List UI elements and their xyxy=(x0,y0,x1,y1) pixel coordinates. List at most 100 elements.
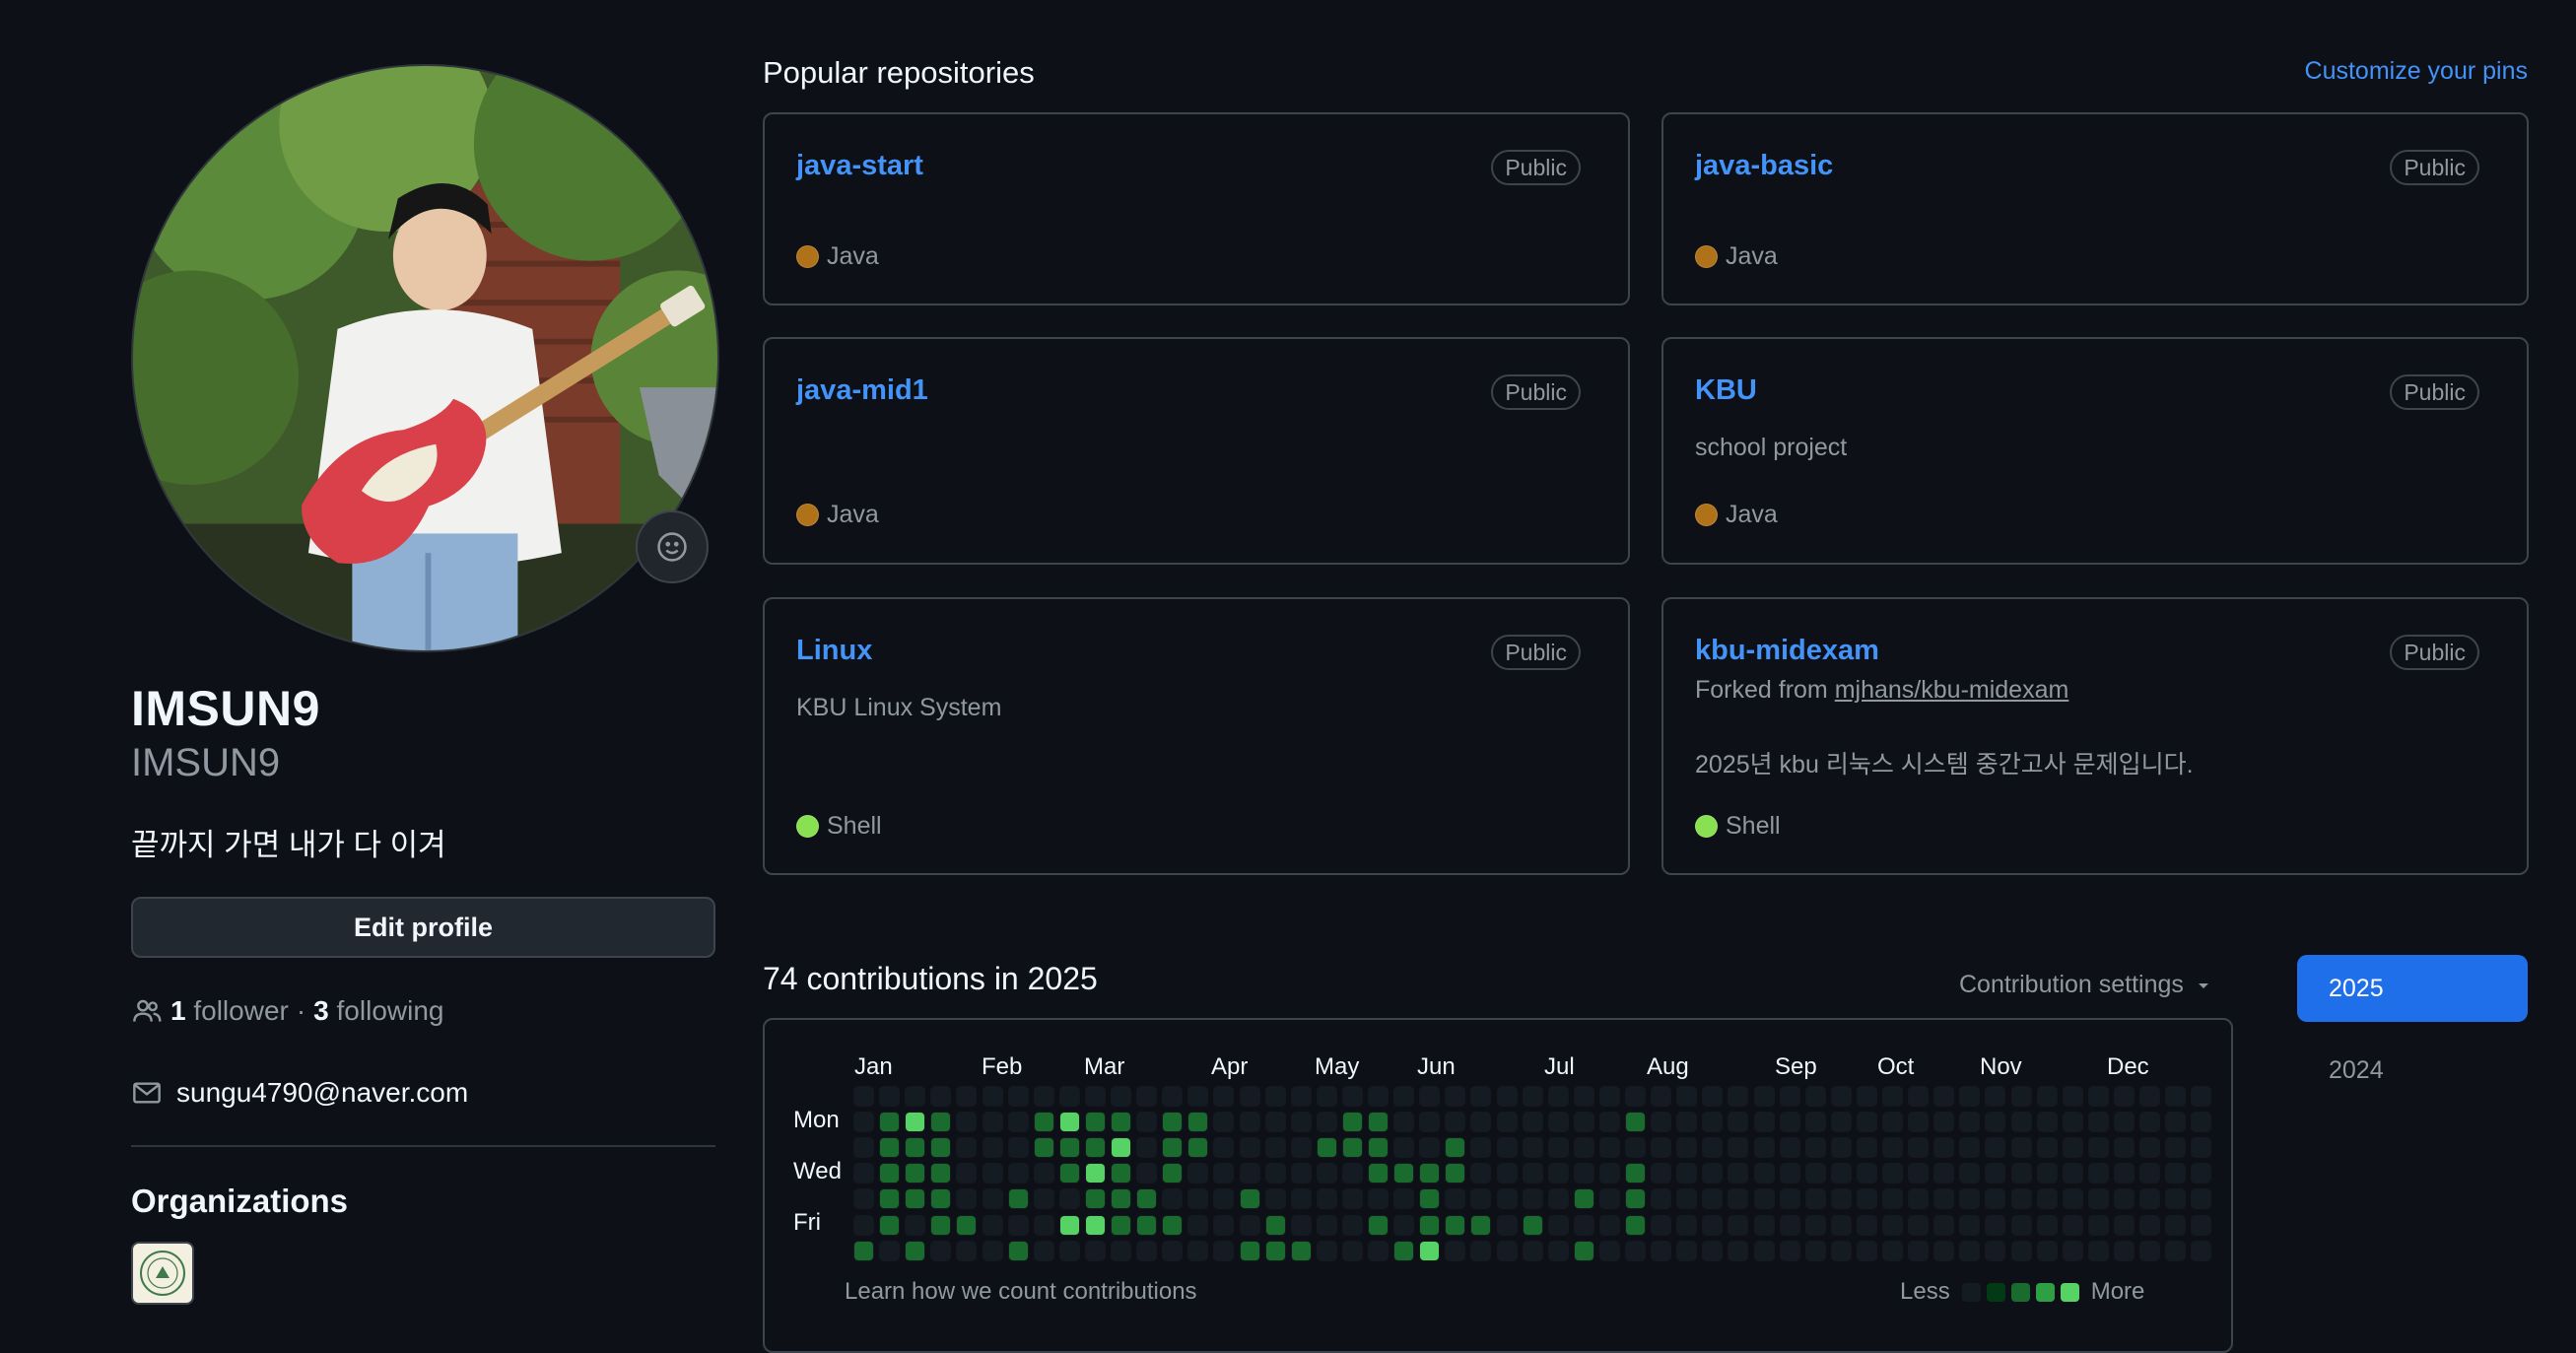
contribution-day[interactable] xyxy=(1522,1112,1543,1133)
contribution-day[interactable] xyxy=(930,1214,952,1236)
contribution-day[interactable] xyxy=(1419,1188,1441,1210)
contribution-day[interactable] xyxy=(879,1163,901,1184)
contribution-day[interactable] xyxy=(1187,1163,1209,1184)
contribution-day[interactable] xyxy=(1882,1086,1903,1107)
contribution-day[interactable] xyxy=(1933,1137,1955,1159)
contribution-day[interactable] xyxy=(1728,1112,1749,1133)
contribution-day[interactable] xyxy=(1162,1188,1184,1210)
contribution-day[interactable] xyxy=(905,1086,926,1107)
contribution-day[interactable] xyxy=(1162,1086,1184,1107)
contribution-day[interactable] xyxy=(1882,1112,1903,1133)
contribution-day[interactable] xyxy=(1111,1137,1131,1159)
contribution-day[interactable] xyxy=(2087,1188,2109,1210)
contribution-day[interactable] xyxy=(1830,1214,1852,1236)
contribution-day[interactable] xyxy=(1341,1214,1363,1236)
contribution-day[interactable] xyxy=(2113,1214,2135,1236)
contribution-day[interactable] xyxy=(1393,1137,1415,1159)
contribution-day[interactable] xyxy=(1341,1137,1363,1159)
contribution-day[interactable] xyxy=(1368,1188,1389,1210)
contribution-day[interactable] xyxy=(2010,1188,2032,1210)
contribution-day[interactable] xyxy=(1598,1240,1620,1261)
contribution-day[interactable] xyxy=(1804,1214,1826,1236)
contribution-day[interactable] xyxy=(1007,1137,1029,1159)
contribution-day[interactable] xyxy=(1676,1137,1698,1159)
year-2025-button[interactable]: 2025 xyxy=(2297,955,2528,1022)
contribution-day[interactable] xyxy=(905,1188,926,1210)
contribution-day[interactable] xyxy=(1882,1240,1903,1261)
contribution-day[interactable] xyxy=(1702,1137,1724,1159)
contribution-day[interactable] xyxy=(1779,1214,1800,1236)
contribution-day[interactable] xyxy=(1007,1214,1029,1236)
contribution-day[interactable] xyxy=(1187,1188,1209,1210)
contribution-day[interactable] xyxy=(1573,1112,1594,1133)
contribution-day[interactable] xyxy=(853,1112,874,1133)
contribution-day[interactable] xyxy=(1856,1163,1877,1184)
contribution-day[interactable] xyxy=(1419,1112,1441,1133)
contribution-day[interactable] xyxy=(1445,1112,1466,1133)
contribution-day[interactable] xyxy=(1290,1163,1312,1184)
contribution-day[interactable] xyxy=(1522,1163,1543,1184)
contribution-day[interactable] xyxy=(1368,1163,1389,1184)
contribution-day[interactable] xyxy=(1496,1163,1518,1184)
contribution-day[interactable] xyxy=(1136,1137,1158,1159)
contribution-day[interactable] xyxy=(2113,1163,2135,1184)
learn-contributions-link[interactable]: Learn how we count contributions xyxy=(845,1278,1197,1305)
profile-email[interactable]: sungu4790@naver.com xyxy=(176,1077,469,1108)
contribution-day[interactable] xyxy=(1264,1086,1286,1107)
contribution-day[interactable] xyxy=(1753,1214,1775,1236)
contribution-day[interactable] xyxy=(2165,1163,2187,1184)
contribution-day[interactable] xyxy=(1470,1112,1492,1133)
contribution-day[interactable] xyxy=(1547,1240,1569,1261)
contribution-day[interactable] xyxy=(1213,1214,1235,1236)
contribution-day[interactable] xyxy=(1702,1240,1724,1261)
contribution-day[interactable] xyxy=(1239,1137,1260,1159)
contribution-day[interactable] xyxy=(982,1163,1003,1184)
contribution-day[interactable] xyxy=(930,1163,952,1184)
contribution-day[interactable] xyxy=(1213,1240,1235,1261)
contribution-day[interactable] xyxy=(2010,1112,2032,1133)
contribution-day[interactable] xyxy=(853,1240,874,1261)
contribution-day[interactable] xyxy=(1445,1240,1466,1261)
contribution-day[interactable] xyxy=(982,1214,1003,1236)
contribution-day[interactable] xyxy=(1136,1086,1158,1107)
contribution-day[interactable] xyxy=(1290,1086,1312,1107)
contribution-day[interactable] xyxy=(1625,1086,1646,1107)
contribution-day[interactable] xyxy=(853,1137,874,1159)
contribution-day[interactable] xyxy=(1470,1137,1492,1159)
contribution-day[interactable] xyxy=(1393,1188,1415,1210)
contribution-day[interactable] xyxy=(2010,1086,2032,1107)
contribution-day[interactable] xyxy=(1264,1188,1286,1210)
followers-link[interactable]: 1 follower xyxy=(170,995,289,1027)
fork-source-link[interactable]: mjhans/kbu-midexam xyxy=(1834,676,2069,704)
contribution-day[interactable] xyxy=(1728,1214,1749,1236)
contribution-day[interactable] xyxy=(879,1214,901,1236)
contribution-day[interactable] xyxy=(930,1112,952,1133)
contribution-day[interactable] xyxy=(2010,1137,2032,1159)
contribution-day[interactable] xyxy=(2062,1214,2083,1236)
contribution-day[interactable] xyxy=(2062,1112,2083,1133)
contribution-day[interactable] xyxy=(1187,1137,1209,1159)
contribution-day[interactable] xyxy=(1084,1137,1106,1159)
contribution-day[interactable] xyxy=(1213,1163,1235,1184)
contribution-day[interactable] xyxy=(1496,1214,1518,1236)
contribution-day[interactable] xyxy=(1856,1086,1877,1107)
contribution-day[interactable] xyxy=(1985,1086,2006,1107)
contribution-day[interactable] xyxy=(1779,1240,1800,1261)
contribution-day[interactable] xyxy=(1162,1214,1184,1236)
contribution-day[interactable] xyxy=(2062,1086,2083,1107)
contribution-day[interactable] xyxy=(1136,1214,1158,1236)
contribution-day[interactable] xyxy=(1239,1240,1260,1261)
contribution-day[interactable] xyxy=(1882,1163,1903,1184)
contribution-day[interactable] xyxy=(1779,1188,1800,1210)
contribution-day[interactable] xyxy=(1753,1163,1775,1184)
contribution-day[interactable] xyxy=(1598,1163,1620,1184)
contribution-day[interactable] xyxy=(1470,1214,1492,1236)
contribution-day[interactable] xyxy=(1316,1240,1337,1261)
contribution-day[interactable] xyxy=(1753,1137,1775,1159)
contribution-day[interactable] xyxy=(1547,1188,1569,1210)
contribution-day[interactable] xyxy=(1264,1137,1286,1159)
contribution-day[interactable] xyxy=(1598,1214,1620,1236)
contribution-day[interactable] xyxy=(1753,1086,1775,1107)
contribution-day[interactable] xyxy=(1393,1112,1415,1133)
customize-pins-link[interactable]: Customize your pins xyxy=(2304,57,2528,85)
